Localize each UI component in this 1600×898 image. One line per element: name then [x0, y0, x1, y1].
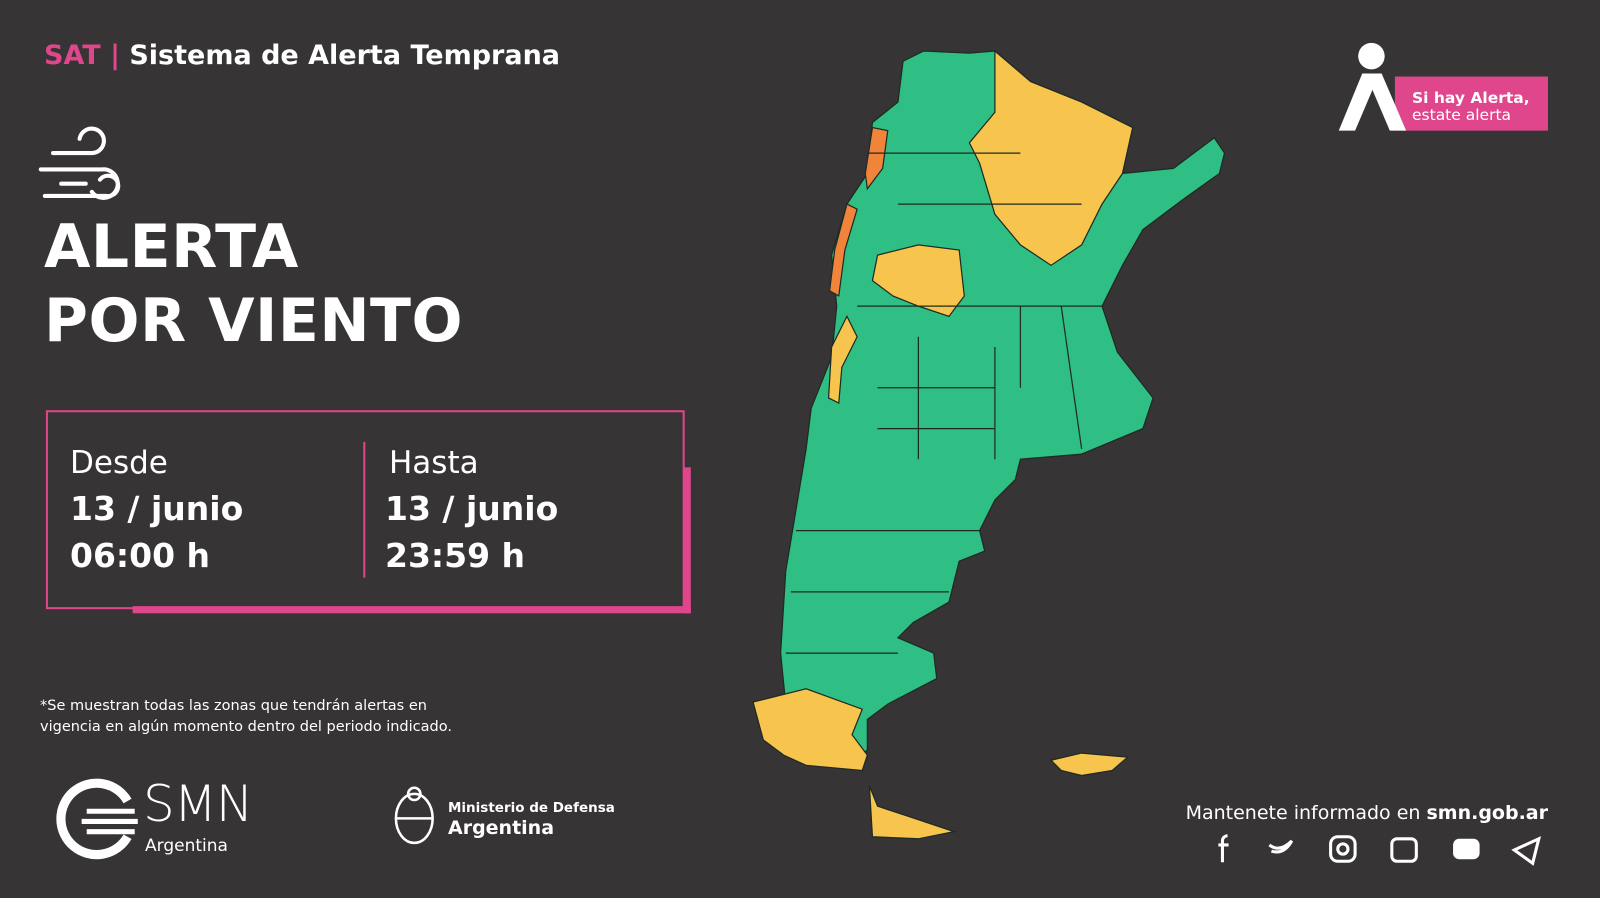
to-label: Hasta: [389, 445, 479, 481]
smn-logo: [56, 778, 138, 860]
igtv-icon[interactable]: [1390, 837, 1418, 863]
ministry-crest: [394, 786, 434, 845]
ministry-name: Ministerio de Defensa: [448, 800, 615, 816]
separator: |: [110, 40, 120, 71]
sat-label: SAT: [44, 40, 101, 71]
facebook-icon[interactable]: [1218, 834, 1229, 863]
to-time: 23:59 h: [385, 536, 526, 575]
badge-art: [1338, 42, 1548, 131]
footer-text: Mantenete informado en: [1185, 802, 1427, 824]
alert-title: ALERTA: [44, 212, 299, 282]
header: SAT | Sistema de Alerta Temprana: [44, 40, 560, 71]
wind-icon: [38, 126, 121, 200]
telegram-icon[interactable]: [1511, 836, 1542, 866]
footnote: vigencia en algún momento dentro del per…: [40, 719, 452, 735]
instagram-icon[interactable]: [1329, 835, 1357, 863]
from-date: 13 / junio: [70, 489, 244, 528]
badge-text: estate alerta: [1412, 106, 1512, 124]
social-icons: [1218, 834, 1542, 866]
ministry-country: Argentina: [448, 817, 555, 839]
youtube-icon[interactable]: [1453, 838, 1480, 860]
badge-text: Si hay Alerta,: [1412, 89, 1530, 107]
footer-link[interactable]: smn.gob.ar: [1426, 802, 1548, 824]
map: [752, 49, 1226, 840]
smn-text: SMN: [143, 775, 253, 833]
footer: Mantenete informado en smn.gob.ar: [1186, 802, 1548, 824]
period-box: [45, 410, 691, 614]
footnote: *Se muestran todas las zonas que tendrán…: [40, 698, 427, 714]
from-label: Desde: [70, 445, 168, 481]
twitter-icon[interactable]: [1268, 839, 1294, 854]
to-date: 13 / junio: [385, 489, 559, 528]
header-title: Sistema de Alerta Temprana: [129, 40, 561, 71]
from-time: 06:00 h: [70, 536, 211, 575]
smn-country: Argentina: [145, 836, 228, 856]
alert-title: POR VIENTO: [44, 286, 463, 356]
